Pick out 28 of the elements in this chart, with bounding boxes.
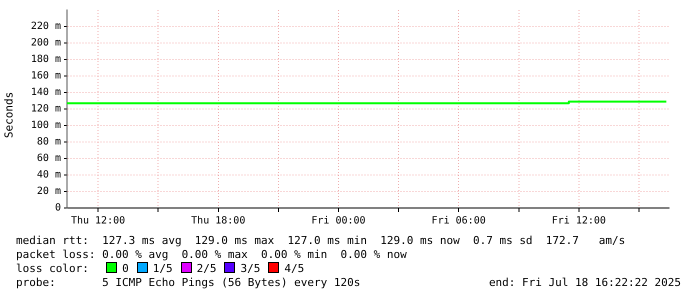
x-tick-label: Fri 00:00 (311, 216, 366, 227)
y-tick-label: 60 m (36, 153, 61, 164)
x-tick-label: Thu 12:00 (70, 216, 126, 227)
legend-label: 0 (122, 262, 129, 275)
legend-label: 3/5 (240, 262, 260, 275)
legend-label: 2/5 (196, 262, 216, 275)
y-tick-label: 120 m (30, 104, 61, 115)
x-tick-label: Fri 12:00 (552, 216, 606, 227)
y-axis-title: Seconds (2, 92, 16, 138)
legend-label: 4/5 (284, 262, 304, 275)
y-tick-label: 100 m (30, 120, 61, 132)
y-tick-label: 40 m (36, 170, 61, 181)
y-tick-label: 80 m (36, 136, 61, 148)
y-tick-label: 180 m (30, 54, 61, 66)
text: end: Fri Jul 18 16:22:22 2025 (488, 276, 681, 289)
y-tick-label: 220 m (30, 21, 61, 32)
text: probe: 5 ICMP Echo Pings (56 Bytes) every 120s (16, 276, 360, 289)
y-tick-label: 200 m (30, 38, 61, 49)
y-tick-label: 140 m (30, 87, 61, 98)
text: median rtt: 127.3 ms avg 129.0 ms max 127.0 ms min 129.0 ms now 0.7 ms sd 172.7 am/s (16, 234, 626, 248)
legend-title: loss color: (16, 262, 90, 275)
legend-label: 1/5 (152, 262, 173, 275)
x-tick-label: Thu 18:00 (191, 216, 246, 227)
text: packet loss: 0.00 % avg 0.00 % max 0.00 % min 0.00 % now (16, 248, 408, 262)
y-tick-label: 20 m (36, 186, 61, 198)
y-tick-label: 0 (54, 202, 61, 214)
y-tick-label: 160 m (30, 70, 61, 82)
x-tick-label: Fri 06:00 (432, 216, 486, 227)
